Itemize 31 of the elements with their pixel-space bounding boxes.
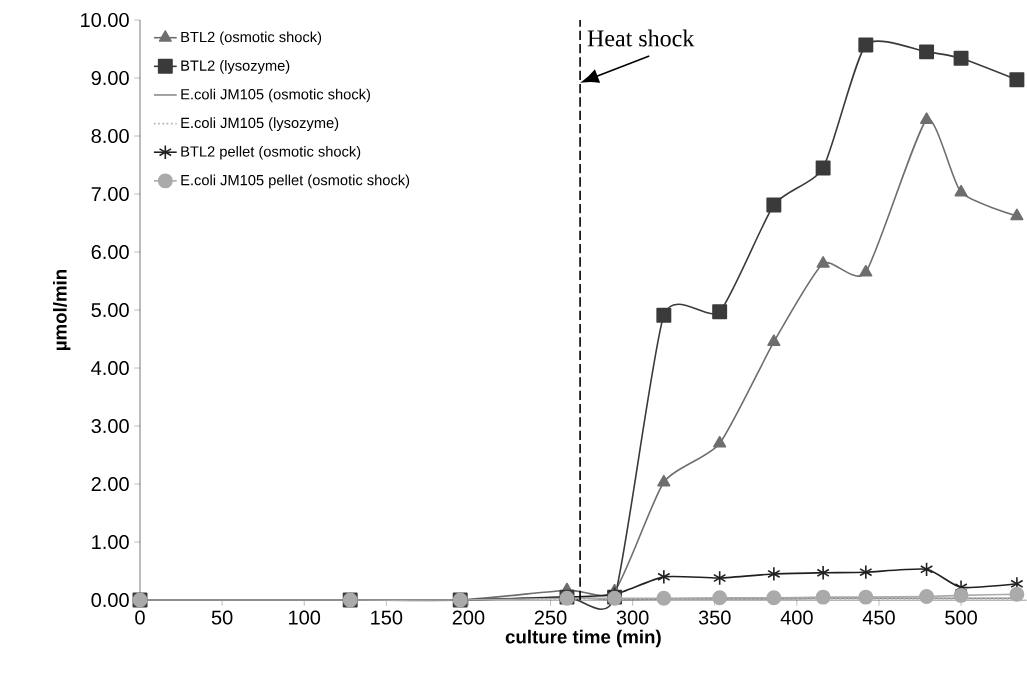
ref-line-label: Heat shock — [587, 29, 695, 47]
legend-label: E.coli JM105 (osmotic shock) — [181, 88, 370, 103]
y-tick-label: 6.00 — [91, 244, 129, 260]
legend-label: BTL2 (osmotic shock) — [181, 31, 322, 46]
legend-label: E.coli JM105 (lysozyme) — [181, 117, 339, 131]
x-tick-label: 100 — [289, 610, 321, 625]
legend-label: BTL2 (lysozyme) — [181, 60, 290, 74]
legend-label: BTL2 pellet (osmotic shock) — [181, 145, 361, 160]
x-tick-label: 450 — [862, 610, 895, 625]
y-tick-label: 0.00 — [91, 592, 129, 608]
y-tick-label: 4.00 — [91, 360, 129, 376]
y-tick-label: 1.00 — [92, 534, 129, 550]
x-tick-label: 500 — [945, 610, 977, 625]
y-tick-label: 2.00 — [91, 476, 129, 492]
x-tick-label: 400 — [780, 610, 813, 625]
x-tick-label: 150 — [371, 610, 403, 625]
y-tick-label: 8.00 — [91, 128, 129, 144]
y-tick-label: 5.00 — [91, 302, 129, 318]
x-tick-label: 300 — [616, 610, 649, 625]
x-tick-label: 200 — [452, 610, 485, 625]
y-tick-label: 7.00 — [91, 186, 129, 202]
y-tick-label: 9.00 — [91, 70, 129, 86]
x-tick-label: 250 — [534, 610, 567, 625]
y-tick-label: 3.00 — [91, 418, 129, 434]
x-axis-title: culture time (min) — [505, 629, 661, 648]
legend-label: E.coli JM105 pellet (osmotic shock) — [181, 174, 410, 189]
x-tick-label: 50 — [211, 610, 233, 625]
y-tick-label: 10.00 — [81, 12, 129, 28]
x-tick-label: 350 — [698, 610, 731, 625]
y-axis-title: µmol/min — [52, 270, 71, 350]
x-tick-label: 0 — [135, 610, 145, 625]
